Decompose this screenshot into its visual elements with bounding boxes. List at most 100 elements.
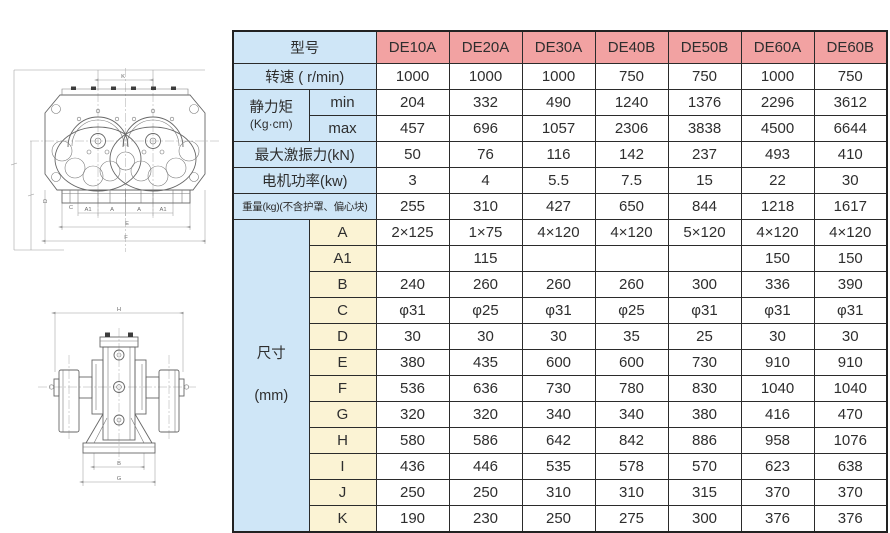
value-cell: 50 bbox=[375, 141, 450, 168]
value-cell: 3838 bbox=[667, 115, 742, 142]
value-cell: 910 bbox=[740, 349, 815, 376]
sub-row-label: G bbox=[308, 401, 377, 428]
sub-row-label: F bbox=[308, 375, 377, 402]
sub-row-label: A1 bbox=[308, 245, 377, 272]
value-cell: 650 bbox=[594, 193, 669, 220]
table-row: 电机功率(kw) 3 4 5.5 7.5 15 22 30 bbox=[232, 167, 888, 194]
top-view-body bbox=[44, 86, 206, 204]
top-view-drawing: K D C A1 A A A1 E F bbox=[10, 68, 220, 252]
value-cell: 30 bbox=[813, 323, 888, 350]
value-cell: 730 bbox=[521, 375, 596, 402]
value-cell: 580 bbox=[375, 427, 450, 454]
value-cell: 493 bbox=[740, 141, 815, 168]
value-cell: 1000 bbox=[521, 63, 596, 90]
value-cell: φ31 bbox=[375, 297, 450, 324]
value-cell: 578 bbox=[594, 453, 669, 480]
value-cell: 958 bbox=[740, 427, 815, 454]
dim-label-A-right: A bbox=[137, 207, 141, 213]
value-cell: φ25 bbox=[594, 297, 669, 324]
value-cell: 570 bbox=[667, 453, 742, 480]
value-cell: 310 bbox=[521, 479, 596, 506]
value-cell: 116 bbox=[521, 141, 596, 168]
value-cell: 250 bbox=[375, 479, 450, 506]
sub-row-label: max bbox=[308, 115, 377, 142]
sub-row-label: B bbox=[308, 271, 377, 298]
value-cell: 636 bbox=[448, 375, 523, 402]
table-row: A1 115 150 150 bbox=[233, 245, 888, 272]
model-header: DE60B bbox=[813, 30, 888, 64]
value-cell: 390 bbox=[813, 271, 888, 298]
value-cell: 2296 bbox=[740, 89, 815, 116]
value-cell: 457 bbox=[375, 115, 450, 142]
dim-label-E: E bbox=[125, 221, 129, 227]
value-cell: 436 bbox=[375, 453, 450, 480]
value-cell: 750 bbox=[667, 63, 742, 90]
value-cell: 7.5 bbox=[594, 167, 669, 194]
value-cell: 1000 bbox=[448, 63, 523, 90]
value-cell: 35 bbox=[594, 323, 669, 350]
value-cell: 4×120 bbox=[521, 219, 596, 246]
value-cell: 416 bbox=[740, 401, 815, 428]
value-cell: 780 bbox=[594, 375, 669, 402]
sub-row-label: D bbox=[308, 323, 377, 350]
sub-row-label: A bbox=[308, 219, 377, 246]
value-cell: 1076 bbox=[813, 427, 888, 454]
value-cell: 1000 bbox=[740, 63, 815, 90]
value-cell: 1040 bbox=[740, 375, 815, 402]
value-cell: 4×120 bbox=[740, 219, 815, 246]
value-cell: 30 bbox=[448, 323, 523, 350]
value-cell: 370 bbox=[813, 479, 888, 506]
value-cell: 76 bbox=[448, 141, 523, 168]
value-cell: φ31 bbox=[667, 297, 742, 324]
value-cell: 638 bbox=[813, 453, 888, 480]
top-view-dimensions: K D C A1 A A A1 E F bbox=[10, 69, 206, 251]
value-cell: 730 bbox=[667, 349, 742, 376]
side-view-dimensions: H B G bbox=[51, 307, 184, 486]
value-cell: 300 bbox=[667, 271, 742, 298]
row-label: 转速 ( r/min) bbox=[232, 63, 377, 90]
value-cell: φ25 bbox=[448, 297, 523, 324]
model-header: DE40B bbox=[594, 30, 669, 64]
value-cell: 30 bbox=[521, 323, 596, 350]
value-cell: 1000 bbox=[375, 63, 450, 90]
value-cell: 600 bbox=[594, 349, 669, 376]
sub-row-label: E bbox=[308, 349, 377, 376]
table-row: F 536 636 730 780 830 1040 1040 bbox=[233, 375, 888, 402]
dim-label-C: C bbox=[69, 205, 73, 211]
value-cell: 535 bbox=[521, 453, 596, 480]
value-cell: 115 bbox=[448, 245, 523, 272]
model-corner-label: 型号 bbox=[232, 30, 377, 64]
sub-row-label: H bbox=[308, 427, 377, 454]
value-cell: 310 bbox=[448, 193, 523, 220]
value-cell: 4×120 bbox=[813, 219, 888, 246]
value-cell: 4 bbox=[448, 167, 523, 194]
value-cell bbox=[521, 245, 596, 272]
value-cell: 255 bbox=[375, 193, 450, 220]
table-row: G 320 320 340 340 380 416 470 bbox=[233, 401, 888, 428]
sub-row-label: J bbox=[308, 479, 377, 506]
table-row: max 457 696 1057 2306 3838 4500 6644 bbox=[233, 115, 888, 142]
value-cell: 750 bbox=[813, 63, 888, 90]
value-cell: φ31 bbox=[813, 297, 888, 324]
side-view-drawing: H B G bbox=[38, 307, 196, 486]
dim-label-A1-right: A1 bbox=[159, 207, 166, 213]
value-cell: 320 bbox=[448, 401, 523, 428]
value-cell: φ31 bbox=[740, 297, 815, 324]
table-row: 最大激振力(kN) 50 76 116 142 237 493 410 bbox=[232, 141, 888, 168]
value-cell: 332 bbox=[448, 89, 523, 116]
value-cell: 600 bbox=[521, 349, 596, 376]
value-cell: 380 bbox=[375, 349, 450, 376]
spec-table: 型号 DE10A DE20A DE30A DE40B DE50B DE60A DE60B 转速… bbox=[232, 30, 888, 533]
value-cell: 2306 bbox=[594, 115, 669, 142]
value-cell: 750 bbox=[594, 63, 669, 90]
spec-table-grid: 型号 DE10A DE20A DE30A DE40B DE50B DE60A DE60B 转速… bbox=[232, 30, 888, 533]
table-row: H 580 586 642 842 886 958 1076 bbox=[233, 427, 888, 454]
value-cell: 642 bbox=[521, 427, 596, 454]
value-cell: 623 bbox=[740, 453, 815, 480]
value-cell bbox=[594, 245, 669, 272]
value-cell: 844 bbox=[667, 193, 742, 220]
value-cell: 22 bbox=[740, 167, 815, 194]
dim-label-B: B bbox=[117, 461, 121, 467]
value-cell: 204 bbox=[375, 89, 450, 116]
